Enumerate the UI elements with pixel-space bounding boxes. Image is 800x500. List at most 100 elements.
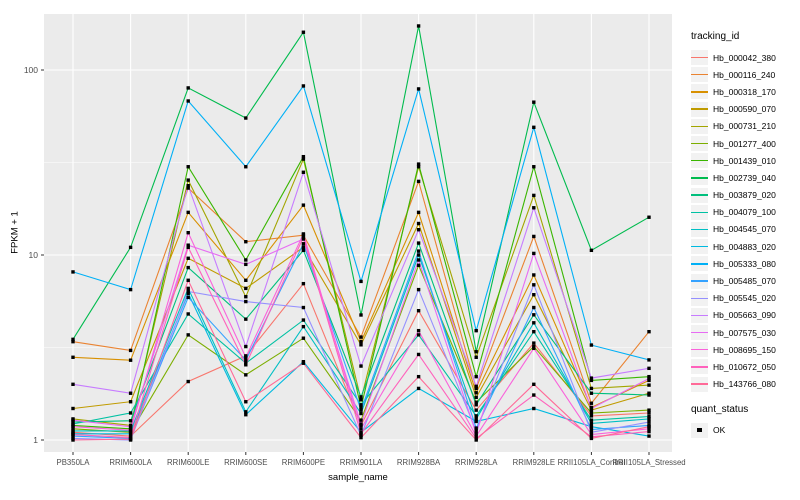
legend-item-label: Hb_008695_150	[713, 344, 776, 355]
data-point	[647, 374, 651, 379]
data-point	[474, 438, 478, 442]
x-tick-label: PB350LA	[57, 458, 91, 467]
data-point	[71, 420, 75, 424]
data-point	[589, 436, 594, 441]
legend-key-swatch	[691, 256, 708, 272]
data-point	[244, 413, 248, 417]
data-point	[301, 235, 306, 239]
data-point	[647, 378, 651, 383]
data-point	[474, 414, 478, 418]
data-point	[474, 429, 478, 433]
data-point	[301, 305, 306, 310]
data-point	[301, 336, 306, 340]
legend-line-icon	[691, 245, 708, 248]
data-point	[244, 363, 248, 367]
legend-item-label: Hb_005485_070	[713, 276, 776, 287]
data-point	[532, 206, 536, 210]
data-point	[474, 403, 478, 407]
data-point	[128, 400, 133, 404]
data-point	[71, 270, 75, 274]
data-point	[416, 249, 421, 253]
data-point	[359, 432, 363, 436]
data-point	[301, 245, 306, 250]
data-point	[647, 425, 651, 429]
data-point	[416, 386, 421, 391]
data-point	[128, 419, 133, 423]
data-point	[474, 434, 478, 438]
data-point	[416, 333, 421, 337]
data-point	[301, 237, 306, 241]
data-point	[301, 361, 306, 365]
data-point	[186, 99, 190, 103]
legend-key-swatch	[691, 239, 708, 255]
data-point	[186, 312, 190, 316]
legend-item-label: Hb_004079_100	[713, 207, 776, 218]
data-point	[301, 324, 306, 329]
data-point	[71, 425, 75, 429]
quant-item-label: OK	[713, 425, 726, 436]
data-point	[128, 358, 133, 362]
data-point	[244, 317, 248, 321]
data-point	[359, 418, 363, 422]
data-point	[532, 165, 536, 169]
data-point	[647, 434, 651, 438]
legend-line-icon	[691, 125, 708, 128]
legend-item-label: Hb_143766_080	[713, 379, 776, 390]
data-point	[359, 335, 363, 339]
legend-item: Hb_008695_150	[691, 341, 797, 358]
data-point	[359, 422, 363, 426]
data-point	[532, 406, 536, 411]
legend-key-swatch	[691, 84, 708, 100]
data-point	[474, 408, 478, 412]
legend-item: Hb_004545_070	[691, 221, 797, 238]
legend-key-swatch	[691, 136, 708, 152]
data-point	[589, 378, 594, 383]
data-point	[359, 435, 363, 440]
legend-item: Hb_001439_010	[691, 152, 797, 169]
data-point	[244, 344, 248, 349]
legend-item: Hb_005485_070	[691, 272, 797, 289]
data-point	[71, 382, 75, 387]
legend-line-icon	[691, 228, 708, 231]
x-tick-label: RRIM600PE	[282, 458, 325, 467]
data-point	[186, 165, 190, 169]
data-point	[128, 432, 133, 436]
data-point	[244, 295, 248, 299]
data-point	[474, 395, 478, 400]
data-point	[589, 427, 594, 432]
data-point	[128, 428, 133, 432]
data-point	[416, 179, 421, 184]
data-point	[532, 305, 536, 310]
x-tick-label: RRIM928LA	[455, 458, 498, 467]
data-point	[71, 427, 75, 431]
legend-item-label: Hb_007575_030	[713, 327, 776, 338]
legend-item: Hb_004883_020	[691, 238, 797, 255]
legend-item-label: Hb_001277_400	[713, 138, 776, 149]
data-point	[186, 230, 190, 235]
legend-line-icon	[691, 280, 708, 282]
data-point	[186, 186, 190, 190]
data-point	[71, 418, 75, 422]
data-point	[647, 427, 651, 431]
y-tick-label: 10	[29, 250, 39, 260]
legend-key-swatch	[691, 342, 708, 358]
y-axis-title: FPKM + 1	[9, 211, 21, 254]
data-point	[474, 328, 478, 333]
legend-item: Hb_005663_090	[691, 307, 797, 324]
data-point	[532, 100, 536, 104]
data-point	[71, 337, 75, 342]
data-point	[128, 411, 133, 415]
data-point	[589, 376, 594, 380]
legend-item: Hb_004079_100	[691, 204, 797, 221]
data-point	[186, 286, 190, 291]
x-tick-label: RRIM928LE	[513, 458, 555, 467]
data-point	[589, 425, 594, 429]
legend-key-swatch	[691, 307, 708, 323]
data-point	[244, 355, 248, 359]
legend-key-swatch	[691, 273, 708, 289]
data-point	[416, 228, 421, 232]
data-point	[589, 411, 594, 415]
legend-line-icon	[691, 297, 708, 299]
